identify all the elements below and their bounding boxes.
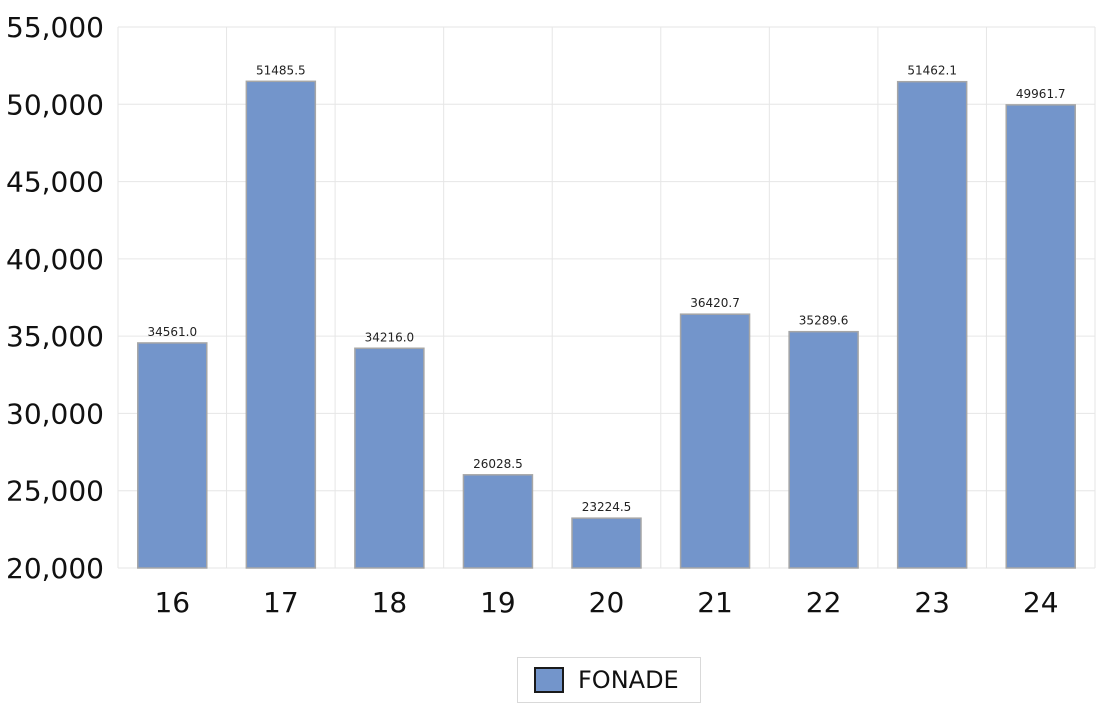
data-label: 51485.5 — [256, 63, 306, 77]
bar — [571, 517, 642, 569]
x-tick-label: 17 — [263, 586, 299, 619]
x-tick-label: 24 — [1023, 586, 1059, 619]
x-tick-label: 23 — [914, 586, 950, 619]
bar — [245, 80, 317, 569]
legend-label: FONADE — [578, 666, 679, 694]
x-tick-label: 19 — [480, 586, 516, 619]
x-tick-label: 20 — [589, 586, 625, 619]
data-label: 49961.7 — [1016, 87, 1066, 101]
y-tick-label: 20,000 — [6, 552, 104, 585]
bar-chart: 34561.0 51485.5 34216.0 26028.5 23224.5 36420… — [6, 11, 1096, 619]
y-tick-label: 40,000 — [6, 243, 104, 276]
bar — [788, 330, 859, 569]
x-tick-label: 16 — [154, 586, 190, 619]
bar — [679, 313, 751, 569]
y-axis-tick-labels: 20,000 25,000 30,000 35,000 40,000 45,000 50,0… — [6, 11, 104, 585]
data-label: 26028.5 — [473, 457, 523, 471]
bar — [896, 80, 968, 569]
data-label: 23224.5 — [582, 500, 632, 514]
y-tick-label: 45,000 — [6, 166, 104, 199]
x-tick-label: 18 — [372, 586, 408, 619]
bar — [1005, 104, 1076, 569]
x-tick-label: 22 — [806, 586, 842, 619]
y-tick-label: 35,000 — [6, 320, 104, 353]
y-tick-label: 55,000 — [6, 11, 104, 44]
legend: FONADE — [517, 657, 701, 703]
data-label: 51462.1 — [907, 64, 957, 78]
bar — [462, 474, 534, 569]
data-label: 35289.6 — [799, 314, 849, 328]
bar — [137, 342, 208, 569]
bar — [354, 347, 425, 569]
data-label: 36420.7 — [690, 296, 740, 310]
y-tick-label: 25,000 — [6, 475, 104, 508]
data-labels: 34561.0 51485.5 34216.0 26028.5 23224.5 36420… — [147, 63, 1065, 514]
data-label: 34561.0 — [147, 325, 197, 339]
y-tick-label: 30,000 — [6, 397, 104, 430]
x-tick-label: 21 — [697, 586, 733, 619]
data-label: 34216.0 — [365, 330, 415, 344]
y-tick-label: 50,000 — [6, 88, 104, 121]
legend-swatch — [534, 667, 564, 693]
bars — [137, 80, 1076, 569]
x-axis-tick-labels: 16 17 18 19 20 21 22 23 24 — [154, 586, 1058, 619]
